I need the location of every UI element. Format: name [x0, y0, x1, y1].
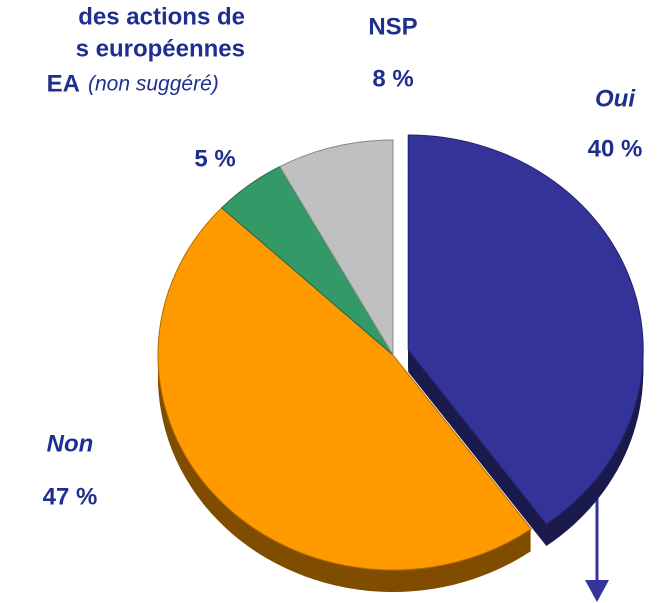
- slice: [279, 139, 394, 357]
- slice: [157, 207, 532, 571]
- slice-value-label: 40 %: [588, 135, 643, 162]
- slice-name: NSP: [368, 13, 417, 40]
- title-line: EA: [47, 70, 80, 97]
- slice: [407, 134, 644, 525]
- arrow: [585, 492, 609, 602]
- slice-name: Non: [47, 430, 94, 457]
- slice-value-label: 8 %: [372, 65, 413, 92]
- title-line: des actions de: [78, 3, 245, 30]
- slice-value-label: 5 %: [194, 145, 235, 172]
- title-line: s européennes: [76, 35, 245, 62]
- subtitle: (non suggéré): [88, 73, 219, 96]
- slice-name: Oui: [595, 85, 636, 112]
- pie-tops: [157, 134, 644, 571]
- slice-value-label: 47 %: [43, 483, 98, 510]
